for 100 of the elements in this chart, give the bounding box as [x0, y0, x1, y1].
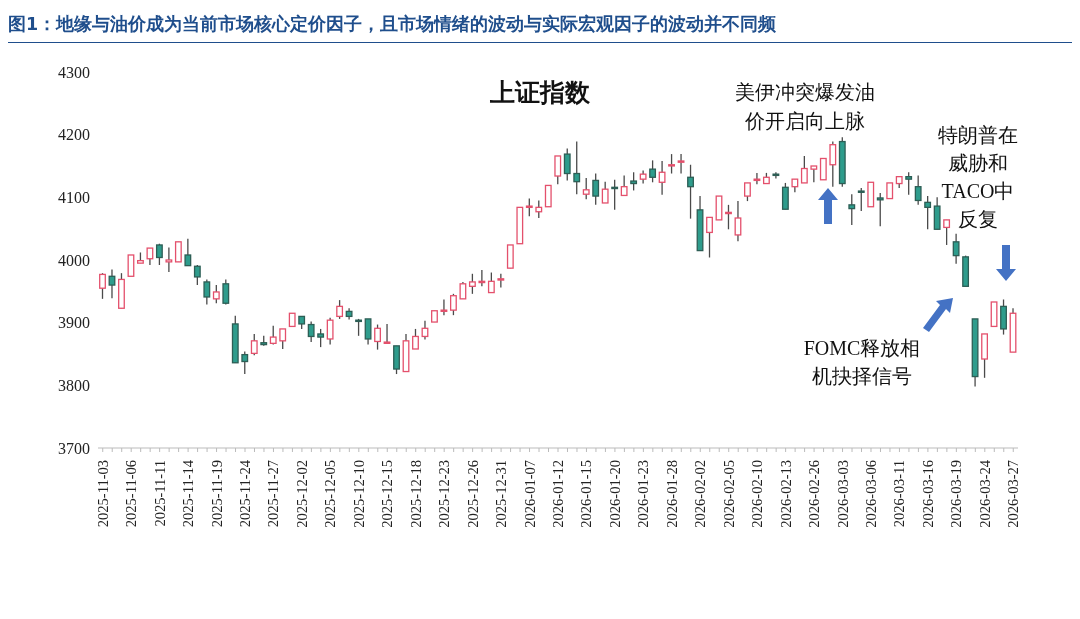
- candlestick: [563, 147, 571, 182]
- candlestick: [393, 345, 400, 375]
- candlestick: [573, 140, 581, 195]
- candlestick: [905, 171, 913, 196]
- x-tick-label: 2026-01-23: [635, 460, 652, 528]
- candlestick: [658, 160, 666, 196]
- candlestick: [468, 273, 476, 295]
- x-tick-label: 2025-11-27: [265, 460, 282, 528]
- candlestick: [620, 174, 628, 197]
- y-tick-label: 3900: [58, 314, 90, 332]
- candlestick: [364, 318, 372, 346]
- candlestick: [440, 298, 448, 316]
- candlestick: [876, 192, 884, 227]
- x-tick-label: 2026-01-07: [521, 460, 538, 528]
- candlestick: [193, 264, 201, 286]
- candlestick: [630, 171, 638, 192]
- x-tick-label: 2025-12-31: [493, 460, 510, 528]
- y-tick-label: 4000: [58, 251, 90, 269]
- candlestick: [668, 153, 676, 175]
- candlestick: [914, 174, 922, 206]
- candlestick: [677, 153, 685, 175]
- candlestick: [715, 195, 723, 221]
- candlestick: [829, 140, 837, 188]
- candlestick: [857, 187, 865, 212]
- annotation: FOMC释放相机抉择信号: [802, 336, 922, 389]
- candlestick: [544, 184, 552, 208]
- x-tick-label: 2025-11-19: [208, 460, 225, 528]
- x-tick-label: 2026-01-28: [663, 460, 680, 528]
- candlestick: [174, 241, 182, 263]
- candlestick: [800, 155, 808, 184]
- candlestick: [241, 350, 249, 375]
- x-tick-label: 2025-12-26: [464, 460, 481, 528]
- candlestick: [307, 320, 315, 343]
- candlestick: [336, 299, 344, 320]
- candlestick: [449, 293, 457, 316]
- candlestick: [212, 284, 220, 304]
- annotation: 特朗普在威胁和TACO中反复: [937, 123, 1019, 232]
- annotation: 美伊冲突爆发油价开启向上脉: [734, 80, 876, 134]
- x-tick-label: 2026-01-15: [578, 460, 595, 528]
- x-tick-label: 2026-03-16: [919, 460, 936, 528]
- y-tick-label: 4100: [58, 189, 90, 207]
- x-tick-label: 2026-03-03: [834, 460, 851, 528]
- candlestick: [582, 177, 590, 200]
- chart-title: 图1：地缘与油价成为当前市场核心定价因子，且市场情绪的波动与实际宏观因子的波动并不同频: [8, 12, 1072, 43]
- candlestick: [269, 325, 277, 346]
- annotation: 上证指数: [489, 78, 591, 108]
- candlestick: [317, 328, 325, 348]
- candlestick: [127, 254, 135, 277]
- candlestick: [772, 171, 780, 180]
- candlestick: [687, 164, 694, 220]
- x-tick-label: 2025-11-03: [94, 460, 111, 528]
- candlestick: [744, 182, 751, 202]
- x-tick-label: 2025-12-05: [322, 460, 339, 528]
- candlestick: [943, 219, 951, 246]
- x-tick-label: 2025-11-24: [237, 459, 254, 528]
- x-tick-label: 2025-12-02: [293, 460, 310, 528]
- candlestick: [99, 272, 106, 300]
- x-tick-label: 2026-01-20: [606, 460, 623, 528]
- candlestick: [924, 195, 932, 230]
- x-tick-label: 2025-11-11: [151, 460, 168, 527]
- candlestick: [952, 233, 960, 265]
- candlestick: [203, 278, 211, 306]
- x-tick-label: 2025-11-06: [123, 460, 140, 528]
- candlestick: [601, 181, 609, 204]
- candlestick: [554, 155, 562, 185]
- candlestick: [279, 328, 287, 350]
- y-tick-label: 4200: [58, 126, 90, 144]
- candlestick: [374, 323, 381, 351]
- candlestick: [165, 246, 173, 273]
- candlestick: [1000, 298, 1007, 336]
- x-tick-label: 2026-02-13: [777, 460, 794, 528]
- y-tick-label: 4300: [58, 63, 90, 81]
- x-tick-label: 2025-12-10: [350, 460, 367, 528]
- candlestick: [184, 238, 192, 267]
- candlestick: [848, 193, 856, 226]
- candlestick: [819, 157, 827, 181]
- y-tick-label: 3700: [58, 439, 90, 457]
- x-tick-label: 2026-03-19: [948, 460, 965, 528]
- x-tick-label: 2026-03-24: [976, 459, 993, 528]
- candlestick: [592, 172, 600, 206]
- candlestick: [933, 196, 941, 230]
- candlestick: [506, 244, 514, 269]
- x-tick-label: 2026-02-26: [806, 460, 823, 528]
- x-tick-label: 2025-12-18: [407, 460, 424, 528]
- candlestick: [250, 333, 258, 356]
- y-tick-label: 3800: [58, 377, 90, 395]
- candlestick: [649, 159, 657, 183]
- x-tick-label: 2026-01-12: [550, 460, 566, 528]
- x-tick-label: 2025-12-15: [379, 460, 396, 528]
- candlestick: [706, 216, 713, 259]
- candlestick: [222, 278, 230, 306]
- candlestick: [383, 323, 391, 345]
- candlestick: [781, 182, 789, 210]
- x-tick-label: 2026-03-27: [1005, 460, 1022, 528]
- x-tick-label: 2026-02-10: [749, 460, 766, 528]
- x-tick-label: 2026-03-11: [891, 460, 908, 528]
- candlestick: [412, 328, 419, 350]
- candlestick: [487, 271, 495, 294]
- candlestick: [497, 273, 505, 289]
- x-tick-label: 2026-02-02: [692, 460, 709, 528]
